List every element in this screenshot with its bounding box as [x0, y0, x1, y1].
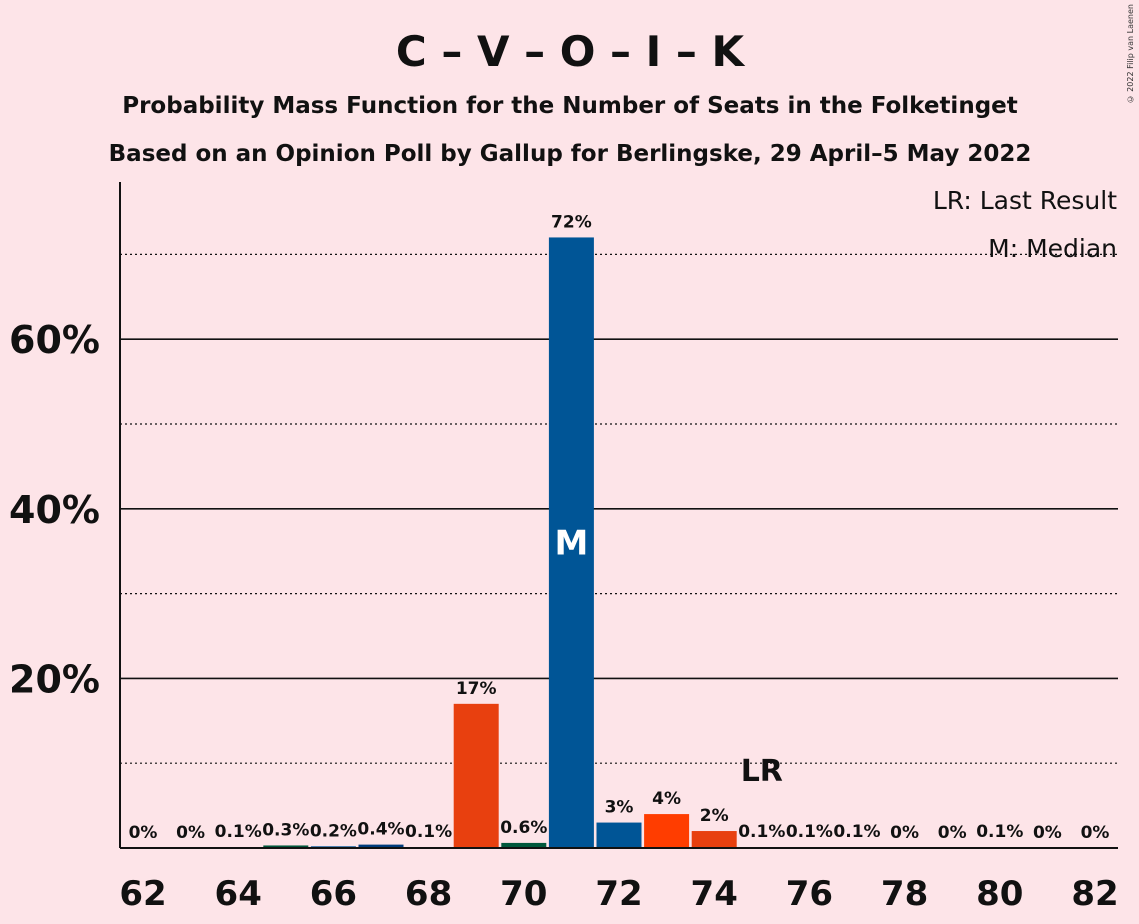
- x-tick-label: 68: [405, 874, 452, 914]
- bar-seat-74: [691, 831, 737, 848]
- x-tick-label: 82: [1071, 874, 1118, 914]
- markers: M LR: [554, 524, 782, 789]
- value-label-seat-62: 0%: [129, 823, 158, 843]
- bars: [215, 237, 1023, 848]
- bar-seat-65: [263, 845, 309, 848]
- value-labels: 0% 0% 0.1% 0.3% 0.2% 0.4% 0.1%17%0.6%72%3% 4%2%…: [129, 212, 1110, 843]
- value-label-seat-72: 3%: [605, 798, 634, 818]
- value-label-seat-64: 0.1%: [215, 822, 262, 842]
- value-label-seat-67: 0.4%: [357, 820, 404, 840]
- bar-seat-72: [596, 822, 642, 848]
- value-label-seat-75: 0.1%: [738, 822, 785, 842]
- legend-last-result: LR: Last Result: [933, 186, 1117, 215]
- x-tick-label: 66: [310, 874, 357, 914]
- value-label-seat-73: 4%: [652, 789, 681, 809]
- value-label-seat-70: 0.6%: [500, 818, 547, 838]
- chart-subtitle-2: Based on an Opinion Poll by Gallup for B…: [109, 141, 1032, 167]
- value-label-seat-78: 0%: [890, 823, 919, 843]
- y-tick-label: 20%: [9, 657, 100, 701]
- bar-seat-71: [548, 237, 594, 848]
- median-marker: M: [554, 524, 588, 564]
- gridlines: [120, 253, 1118, 764]
- y-axis: 20% 40% 60%: [9, 182, 121, 848]
- value-label-seat-66: 0.2%: [310, 821, 357, 841]
- value-label-seat-79: 0%: [938, 823, 967, 843]
- y-tick-label: 60%: [9, 318, 100, 362]
- value-label-seat-65: 0.3%: [262, 820, 309, 840]
- x-tick-label: 78: [881, 874, 928, 914]
- legend-median: M: Median: [988, 234, 1117, 263]
- x-tick-label: 74: [691, 874, 738, 914]
- copyright-notice: © 2022 Filip van Laenen: [1126, 4, 1135, 104]
- last-result-marker: LR: [741, 754, 783, 789]
- value-label-seat-69: 17%: [456, 679, 497, 699]
- value-label-seat-81: 0%: [1033, 823, 1062, 843]
- value-label-seat-76: 0.1%: [786, 822, 833, 842]
- value-label-seat-80: 0.1%: [976, 822, 1023, 842]
- x-tick-label: 64: [215, 874, 262, 914]
- value-label-seat-63: 0%: [176, 823, 205, 843]
- value-label-seat-77: 0.1%: [833, 822, 880, 842]
- value-label-seat-74: 2%: [700, 806, 729, 826]
- x-tick-label: 80: [976, 874, 1023, 914]
- value-label-seat-71: 72%: [551, 212, 592, 232]
- value-label-seat-82: 0%: [1081, 823, 1110, 843]
- chart-title: C – V – O – I – K: [396, 27, 746, 76]
- bar-seat-69: [453, 703, 499, 848]
- x-tick-label: 76: [786, 874, 833, 914]
- x-tick-label: 72: [595, 874, 642, 914]
- x-tick-label: 62: [119, 874, 166, 914]
- x-tick-label: 70: [500, 874, 547, 914]
- x-axis: 62 64 66 68 70 72 74 76 78 80 82: [119, 847, 1119, 914]
- chart-subtitle-1: Probability Mass Function for the Number…: [122, 93, 1018, 119]
- value-label-seat-68: 0.1%: [405, 822, 452, 842]
- bar-seat-67: [358, 844, 404, 848]
- bar-seat-73: [644, 814, 690, 848]
- y-tick-label: 40%: [9, 488, 100, 532]
- bar-seat-70: [501, 842, 547, 848]
